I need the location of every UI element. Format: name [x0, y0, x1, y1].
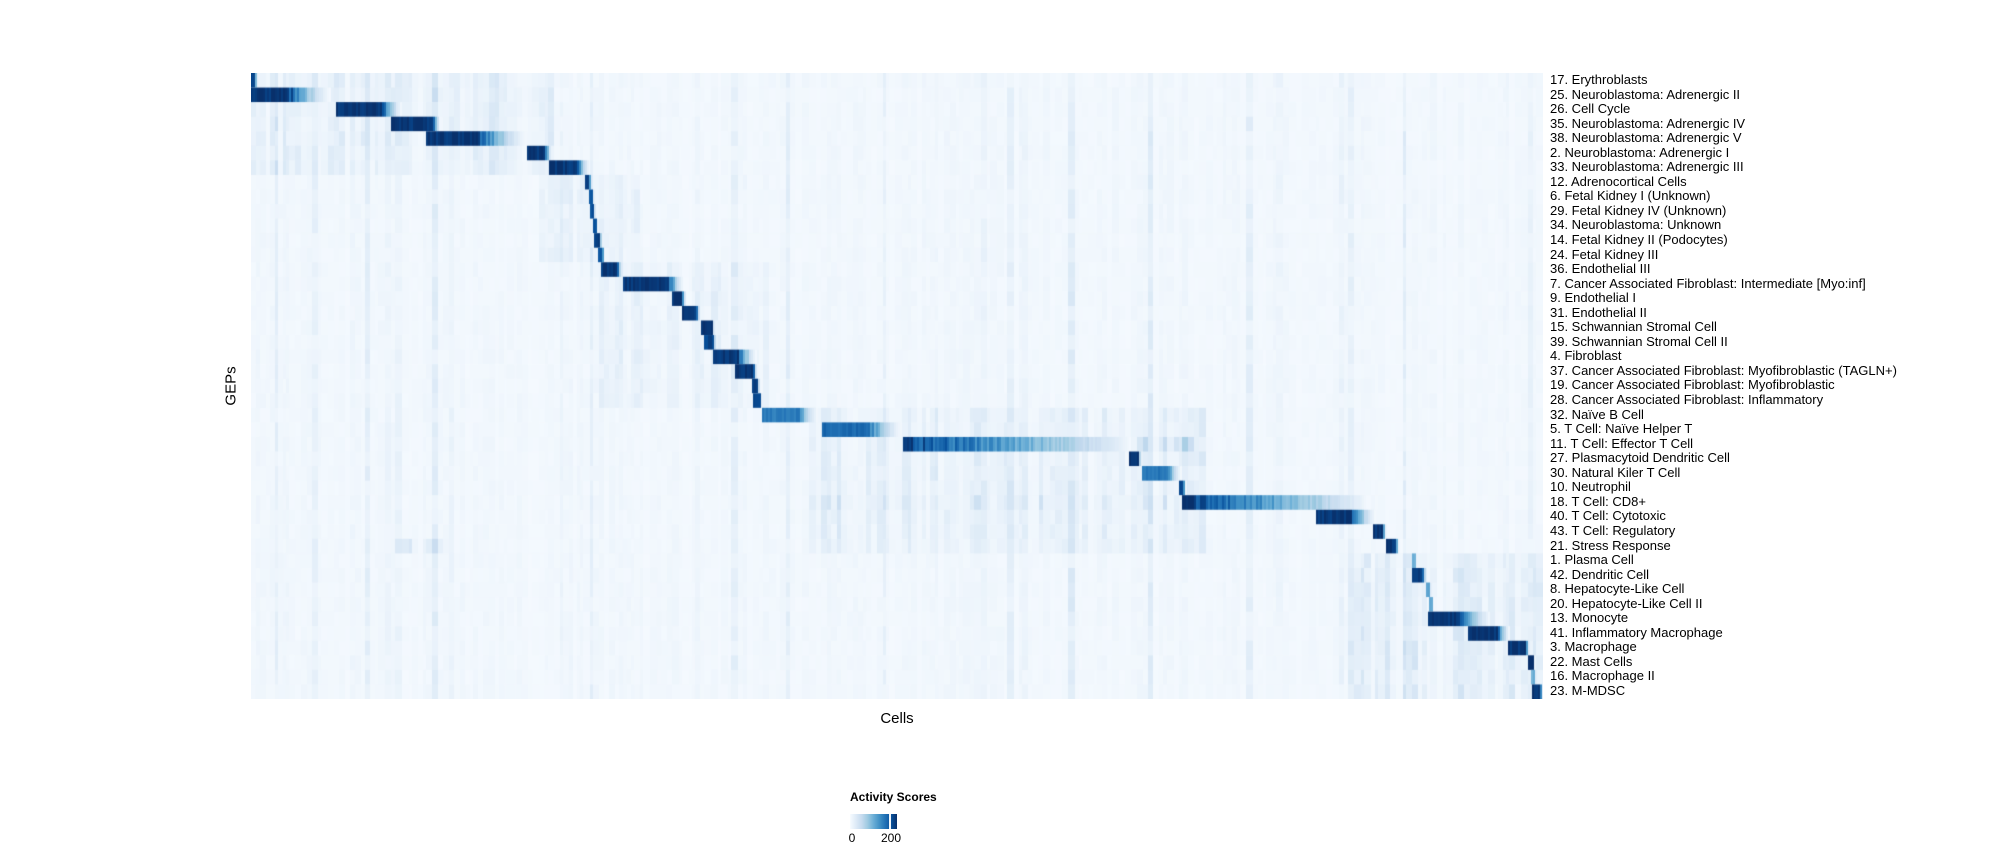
row-label: 26. Cell Cycle: [1550, 101, 1631, 117]
row-label: 3. Macrophage: [1550, 639, 1637, 655]
row-label: 30. Natural Kiler T Cell: [1550, 464, 1681, 480]
row-label: 41. Inflammatory Macrophage: [1550, 624, 1723, 640]
row-label: 40. T Cell: Cytotoxic: [1550, 508, 1666, 524]
row-labels: 17. Erythroblasts 25. Neuroblastoma: Adre…: [1550, 72, 2000, 699]
row-label: 37. Cancer Associated Fibroblast: Myofib…: [1550, 362, 1897, 378]
row-label: 36. Endothelial III: [1550, 261, 1651, 277]
row-label: 18. T Cell: CD8+: [1550, 493, 1646, 509]
row-label: 20. Hepatocyte-Like Cell II: [1550, 595, 1703, 611]
row-label: 7. Cancer Associated Fibroblast: Interme…: [1550, 275, 1866, 291]
row-label: 24. Fetal Kidney III: [1550, 246, 1659, 262]
row-label: 2. Neuroblastoma: Adrenergic I: [1550, 144, 1730, 160]
row-label: 5. T Cell: Naïve Helper T: [1550, 421, 1693, 437]
row-label: 31. Endothelial II: [1550, 304, 1647, 320]
row-label: 19. Cancer Associated Fibroblast: Myofib…: [1550, 377, 1835, 393]
legend-gradient-bar: [850, 814, 897, 829]
row-label: 23. M-MDSC: [1550, 682, 1626, 698]
row-label: 11. T Cell: Effector T Cell: [1550, 435, 1694, 451]
row-label: 6. Fetal Kidney I (Unknown): [1550, 188, 1711, 204]
legend-tick-label-0: 0: [848, 831, 856, 845]
row-label: 12. Adrenocortical Cells: [1550, 173, 1687, 189]
y-axis-label: GEPs: [222, 366, 240, 406]
heatmap-canvas: [251, 73, 1543, 699]
legend-tick-mark-200: [889, 814, 891, 829]
row-label: 43. T Cell: Regulatory: [1550, 522, 1676, 538]
row-label: 8. Hepatocyte-Like Cell: [1550, 581, 1685, 597]
row-label: 15. Schwannian Stromal Cell: [1550, 319, 1717, 335]
row-label: 27. Plasmacytoid Dendritic Cell: [1550, 450, 1730, 466]
legend-title: Activity Scores: [850, 790, 937, 804]
row-label: 33. Neuroblastoma: Adrenergic III: [1550, 159, 1744, 175]
row-label: 22. Mast Cells: [1550, 653, 1633, 669]
row-label: 1. Plasma Cell: [1550, 552, 1634, 568]
row-label: 4. Fibroblast: [1550, 348, 1622, 364]
legend: Activity Scores 0 200: [848, 790, 1050, 850]
x-axis-label: Cells: [880, 710, 914, 727]
row-label: 16. Macrophage II: [1550, 668, 1655, 684]
row-label: 10. Neutrophil: [1550, 479, 1631, 495]
row-label: 38. Neuroblastoma: Adrenergic V: [1550, 130, 1742, 146]
legend-tick-label-200: 200: [880, 831, 902, 845]
row-label: 42. Dendritic Cell: [1550, 566, 1649, 582]
row-label: 13. Monocyte: [1550, 610, 1629, 626]
row-label: 32. Naïve B Cell: [1550, 406, 1644, 422]
row-label: 29. Fetal Kidney IV (Unknown): [1550, 202, 1727, 218]
row-label: 21. Stress Response: [1550, 537, 1671, 553]
row-label: 17. Erythroblasts: [1550, 72, 1648, 87]
row-label: 34. Neuroblastoma: Unknown: [1550, 217, 1722, 233]
row-label: 28. Cancer Associated Fibroblast: Inflam…: [1550, 392, 1824, 408]
row-label: 39. Schwannian Stromal Cell II: [1550, 333, 1728, 349]
row-label: 25. Neuroblastoma: Adrenergic II: [1550, 86, 1741, 102]
row-label: 35. Neuroblastoma: Adrenergic IV: [1550, 115, 1746, 131]
row-label: 14. Fetal Kidney II (Podocytes): [1550, 232, 1728, 248]
row-label: 9. Endothelial I: [1550, 290, 1637, 306]
